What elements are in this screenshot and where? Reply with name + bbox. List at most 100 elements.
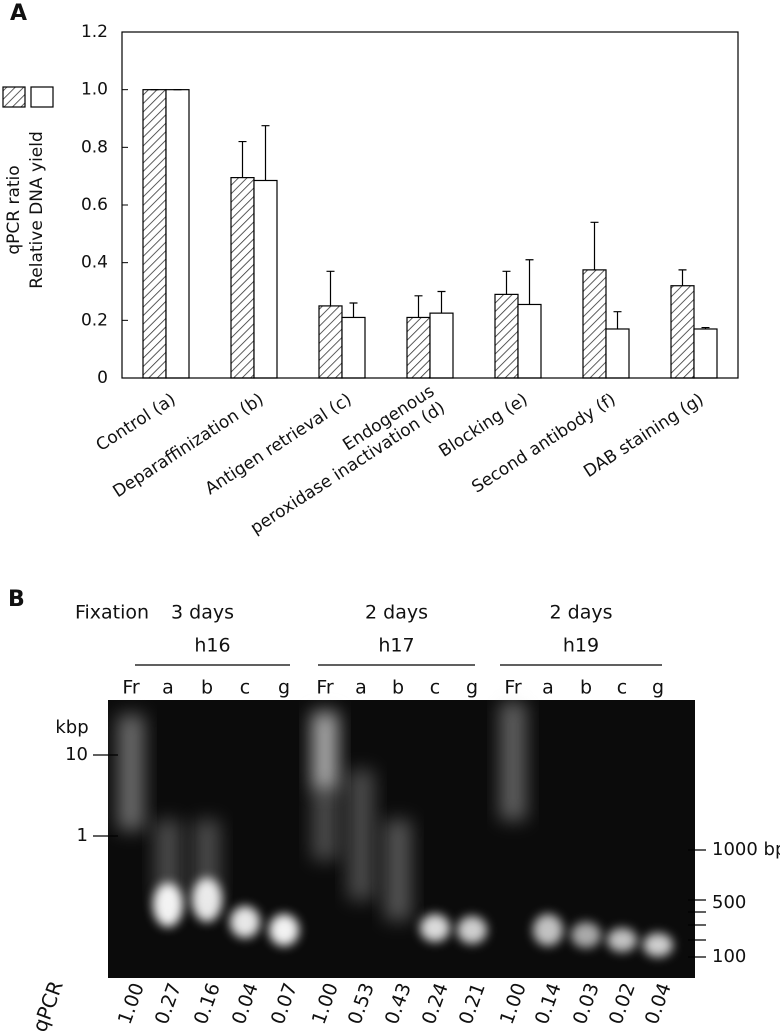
y-tick-label: 0.6	[81, 195, 108, 215]
bar	[253, 179, 278, 379]
bar	[165, 89, 190, 379]
qpcr-value: 1.00	[308, 980, 343, 1027]
plot-frame	[121, 31, 739, 379]
gel-image	[108, 700, 695, 978]
y-tick-label: 0.2	[81, 310, 108, 330]
y-tick-label: 1.0	[81, 80, 108, 100]
sample-label: h19	[563, 635, 599, 657]
x-tick-label: Control (a)	[93, 390, 180, 456]
marker-label: 1	[77, 825, 88, 846]
bar	[494, 293, 519, 379]
gel-band	[607, 928, 637, 952]
error-bar	[437, 290, 446, 314]
fixation-days: 2 days	[365, 602, 428, 624]
lane-label: a	[355, 677, 367, 699]
fixation-days: 2 days	[550, 602, 613, 624]
lane-label: g	[652, 677, 664, 699]
bar	[582, 269, 607, 379]
error-bar	[238, 140, 247, 178]
qpcr-value: 0.43	[381, 980, 416, 1027]
qpcr-value: 0.21	[455, 980, 490, 1027]
y-tick-label: 0.4	[81, 253, 108, 273]
error-bar	[678, 269, 687, 286]
marker-unit: kbp	[55, 717, 88, 738]
bar	[693, 328, 718, 379]
lane-label: c	[240, 677, 250, 699]
error-bar	[613, 311, 622, 329]
lane-label: b	[580, 677, 592, 699]
lane-label: Fr	[122, 677, 140, 699]
bar	[605, 328, 630, 379]
qpcr-value: 0.04	[228, 980, 263, 1027]
gel-smear	[312, 790, 338, 860]
lane-label: g	[466, 677, 478, 699]
qpcr-value: 0.04	[641, 980, 676, 1027]
marker-label: 500	[712, 892, 746, 913]
x-tick-label: Deparaffinization (b)	[109, 390, 267, 502]
lane-label: b	[201, 677, 213, 699]
bar	[429, 312, 454, 379]
fixation-days: 3 days	[171, 602, 234, 624]
gel-band	[230, 906, 260, 938]
error-bar	[502, 270, 511, 295]
gel-band	[420, 914, 450, 942]
fixation-label: Fixation	[75, 602, 149, 624]
marker-label: 1000 bp	[712, 839, 780, 860]
error-bar	[261, 125, 270, 181]
qpcr-value: 0.24	[418, 980, 453, 1027]
error-bar	[525, 259, 534, 305]
sample-label: h17	[378, 635, 414, 657]
legend-swatch	[30, 86, 54, 108]
lane-label: a	[162, 677, 174, 699]
sample-label: h16	[194, 635, 230, 657]
gel-band	[153, 883, 183, 927]
qpcr-label: qPCR	[27, 977, 68, 1035]
error-bar	[701, 326, 710, 329]
lane-label: Fr	[504, 677, 522, 699]
legend-swatch	[2, 86, 26, 108]
gel-smear	[500, 702, 526, 820]
gel-band	[571, 922, 601, 948]
y-axis-label: qPCR ratio	[4, 165, 24, 254]
lane-label: g	[278, 677, 290, 699]
lane-label: b	[392, 677, 404, 699]
y-tick-label: 1.2	[81, 22, 108, 42]
qpcr-value: 0.16	[190, 980, 225, 1027]
gel-band	[192, 878, 222, 922]
gel-smear	[385, 820, 411, 920]
gel-band	[269, 914, 299, 946]
lane-label: a	[542, 677, 554, 699]
bar	[230, 177, 255, 379]
error-bar	[414, 295, 423, 318]
error-bar	[590, 221, 599, 270]
bar	[406, 316, 431, 379]
y-axis-label: Relative DNA yield	[27, 131, 47, 289]
lane-label: Fr	[316, 677, 334, 699]
qpcr-value: 0.53	[344, 980, 379, 1027]
qpcr-value: 0.07	[267, 980, 302, 1027]
qpcr-value: 1.00	[114, 980, 149, 1027]
gel-smear	[348, 770, 374, 900]
panel-label: A	[10, 1, 27, 26]
gel-band	[643, 933, 673, 957]
gel-band	[533, 914, 563, 946]
error-bar	[349, 302, 358, 318]
error-bar	[326, 270, 335, 306]
gel-smear	[118, 715, 144, 830]
x-tick-label: Second antibody (f)	[468, 390, 619, 498]
qpcr-value: 0.27	[151, 980, 186, 1027]
gel-band	[457, 916, 487, 944]
bar	[341, 316, 366, 379]
lane-label: c	[430, 677, 440, 699]
panel-label: B	[8, 587, 25, 612]
y-tick-label: 0.8	[81, 137, 108, 157]
qpcr-value: 1.00	[496, 980, 531, 1027]
bar	[142, 89, 167, 379]
bar	[517, 303, 542, 379]
marker-label: 100	[712, 946, 746, 967]
qpcr-value: 0.14	[531, 980, 566, 1027]
qpcr-value: 0.02	[605, 980, 640, 1027]
lane-label: c	[617, 677, 627, 699]
gel-smear	[312, 712, 338, 790]
